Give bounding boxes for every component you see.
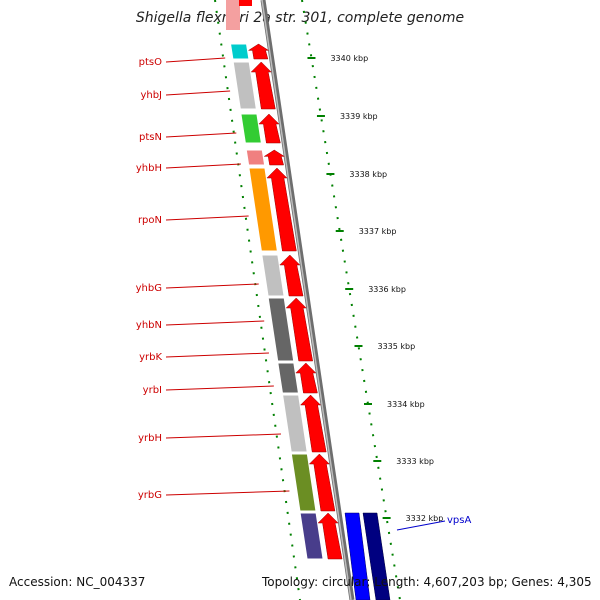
gene-leader-line bbox=[165, 490, 290, 496]
forward-cds-arrow bbox=[263, 149, 286, 166]
cog-bar-fragment bbox=[226, 0, 240, 30]
forward-cds-arrow bbox=[247, 43, 270, 60]
cog-bar bbox=[282, 394, 308, 453]
cog-bar bbox=[245, 149, 266, 166]
genome-summary-text: Topology: circular; Length: 4,607,203 bp… bbox=[262, 575, 592, 589]
scale-tick-label: 3335 kbp bbox=[378, 342, 416, 351]
gene-leader-line bbox=[165, 283, 259, 289]
gene-leader-line bbox=[396, 520, 446, 531]
scale-tick-label: 3334 kbp bbox=[387, 400, 425, 409]
forward-cds-arrow bbox=[279, 254, 304, 297]
gene-label: yhbN bbox=[136, 320, 162, 331]
cog-bar bbox=[299, 512, 324, 560]
forward-cds-arrow bbox=[317, 512, 343, 560]
scale-tick-label: 3337 kbp bbox=[359, 227, 397, 236]
cog-bar bbox=[229, 43, 250, 60]
gene-leader-line bbox=[165, 57, 226, 63]
gene-label: yhbG bbox=[136, 283, 162, 294]
forward-cds-arrow bbox=[266, 167, 297, 252]
scale-tick-labels: 3340 kbp 3339 kbp 3338 kbp 3337 kbp 3336 kbp… bbox=[330, 54, 443, 523]
gene-label: ptsN bbox=[139, 132, 162, 143]
scale-tick-label: 3340 kbp bbox=[330, 54, 368, 63]
scale-tick-marks bbox=[307, 57, 391, 519]
backbone-line bbox=[260, 0, 355, 600]
forward-cds-arrow bbox=[285, 297, 313, 362]
gene-leader-line bbox=[165, 385, 274, 391]
forward-cds-arrow bbox=[295, 362, 318, 394]
gene-leader-lines bbox=[165, 57, 446, 531]
backbone-highlight bbox=[261, 0, 352, 600]
forward-cds-arrow bbox=[258, 113, 281, 144]
reverse-cds-arrow bbox=[362, 512, 391, 600]
cog-bar bbox=[240, 113, 262, 144]
cog-bar bbox=[261, 254, 285, 297]
forward-cds-arrow bbox=[299, 394, 327, 453]
gene-label: rpoN bbox=[138, 215, 162, 226]
accession-text: Accession: NC_004337 bbox=[9, 575, 146, 589]
gene-label: yrbI bbox=[143, 385, 162, 396]
gene-leader-line bbox=[165, 163, 241, 169]
forward-cds-arrow bbox=[308, 453, 336, 512]
scale-tick-label: 3336 kbp bbox=[368, 285, 406, 294]
forward-strand-arrows bbox=[239, 0, 343, 560]
gene-labels: ptsO yhbJ ptsN yhbH rpoN yhbG yhbN yrbK yrbI yrbH… bbox=[136, 57, 472, 526]
cog-bar bbox=[267, 297, 295, 362]
gene-label: ptsO bbox=[139, 57, 162, 68]
forward-cds-fragment bbox=[239, 0, 252, 6]
cog-bar bbox=[290, 453, 317, 512]
gene-label: yrbG bbox=[138, 490, 162, 501]
reverse-strand-arrows bbox=[344, 512, 391, 600]
cog-bar bbox=[248, 167, 278, 252]
reverse-cds-arrow bbox=[344, 512, 371, 600]
gene-label: vpsA bbox=[447, 515, 471, 526]
gene-label: yhbH bbox=[136, 163, 162, 174]
gene-leader-line bbox=[165, 215, 249, 221]
scale-tick-label: 3333 kbp bbox=[396, 457, 434, 466]
gene-leader-line bbox=[165, 433, 281, 439]
scale-tick-label: 3338 kbp bbox=[349, 170, 387, 179]
gene-label: yrbH bbox=[138, 433, 162, 444]
gene-label: yrbK bbox=[139, 352, 162, 363]
cog-bar bbox=[277, 362, 300, 394]
gene-leader-line bbox=[165, 320, 265, 326]
gene-label: yhbJ bbox=[140, 90, 162, 101]
scale-tick-label: 3332 kbp bbox=[406, 514, 444, 523]
ruler-inner bbox=[214, 0, 301, 600]
gene-leader-line bbox=[165, 90, 231, 96]
cog-bar bbox=[232, 61, 257, 110]
ruler-outer bbox=[301, 0, 401, 600]
cog-category-bars bbox=[226, 0, 324, 560]
gene-leader-line bbox=[165, 352, 269, 358]
scale-tick-label: 3339 kbp bbox=[340, 112, 378, 121]
forward-cds-arrow bbox=[250, 61, 276, 110]
gene-leader-line bbox=[165, 132, 237, 138]
